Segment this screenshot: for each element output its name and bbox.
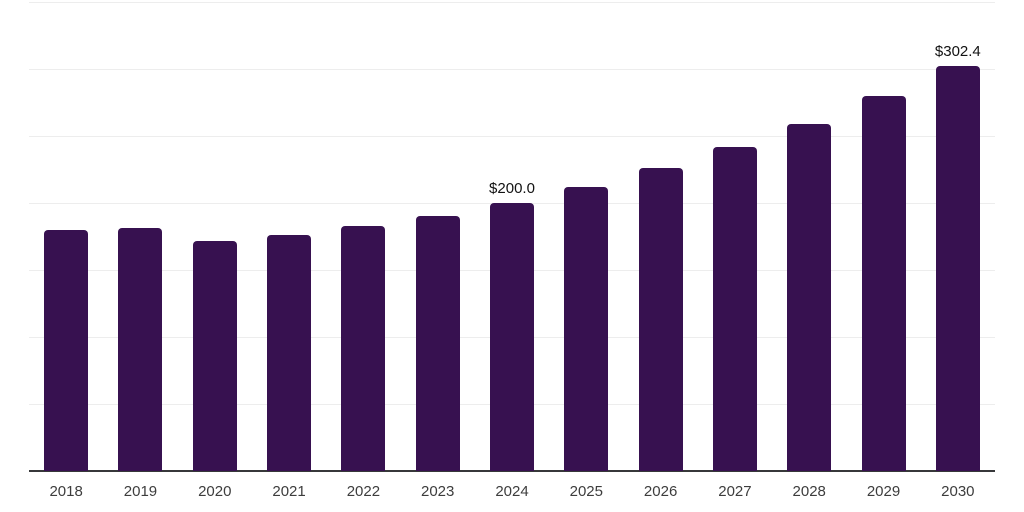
x-axis-labels: 2018 2019 2020 2021 2022 2023 2024 2025 2026 2027…: [29, 483, 995, 503]
bar-2029: [861, 95, 906, 471]
x-tick-label-2024: 2024: [495, 483, 529, 500]
x-tick-label-2030: 2030: [941, 483, 975, 500]
bar-2020: [192, 240, 237, 471]
bar-2022: [341, 225, 386, 471]
bar-2024: [490, 203, 534, 471]
bar-2023: [415, 216, 460, 471]
x-tick-label-2019: 2019: [123, 483, 158, 500]
bar-2025: [564, 186, 609, 471]
x-tick-label-2029: 2029: [866, 483, 901, 500]
x-tick-label-2021: 2021: [272, 483, 306, 500]
plot-area: $200.0 $302.4: [29, 2, 995, 472]
bar-2028: [787, 123, 832, 471]
data-label-2024: $200.0: [489, 180, 535, 197]
bar-2026: [638, 168, 683, 471]
x-tick-label-2026: 2026: [643, 483, 678, 500]
bar-2019: [118, 228, 163, 471]
x-tick-label-2022: 2022: [346, 483, 381, 500]
gridline-350: [29, 2, 995, 3]
x-tick-label-2020: 2020: [198, 483, 232, 500]
gridline-250: [29, 136, 995, 137]
x-tick-label-2028: 2028: [792, 483, 826, 500]
bar-2018: [44, 229, 89, 471]
bar-2021: [267, 235, 312, 471]
x-tick-label-2018: 2018: [49, 483, 83, 500]
x-tick-label-2027: 2027: [718, 483, 752, 500]
x-axis-line: [29, 470, 995, 472]
gridline-300: [29, 69, 995, 70]
bar-2030: [935, 65, 980, 471]
x-tick-label-2025: 2025: [569, 483, 603, 500]
data-label-2030: $302.4: [934, 42, 981, 60]
x-tick-label-2023: 2023: [421, 483, 455, 500]
bar-2027: [712, 146, 757, 471]
